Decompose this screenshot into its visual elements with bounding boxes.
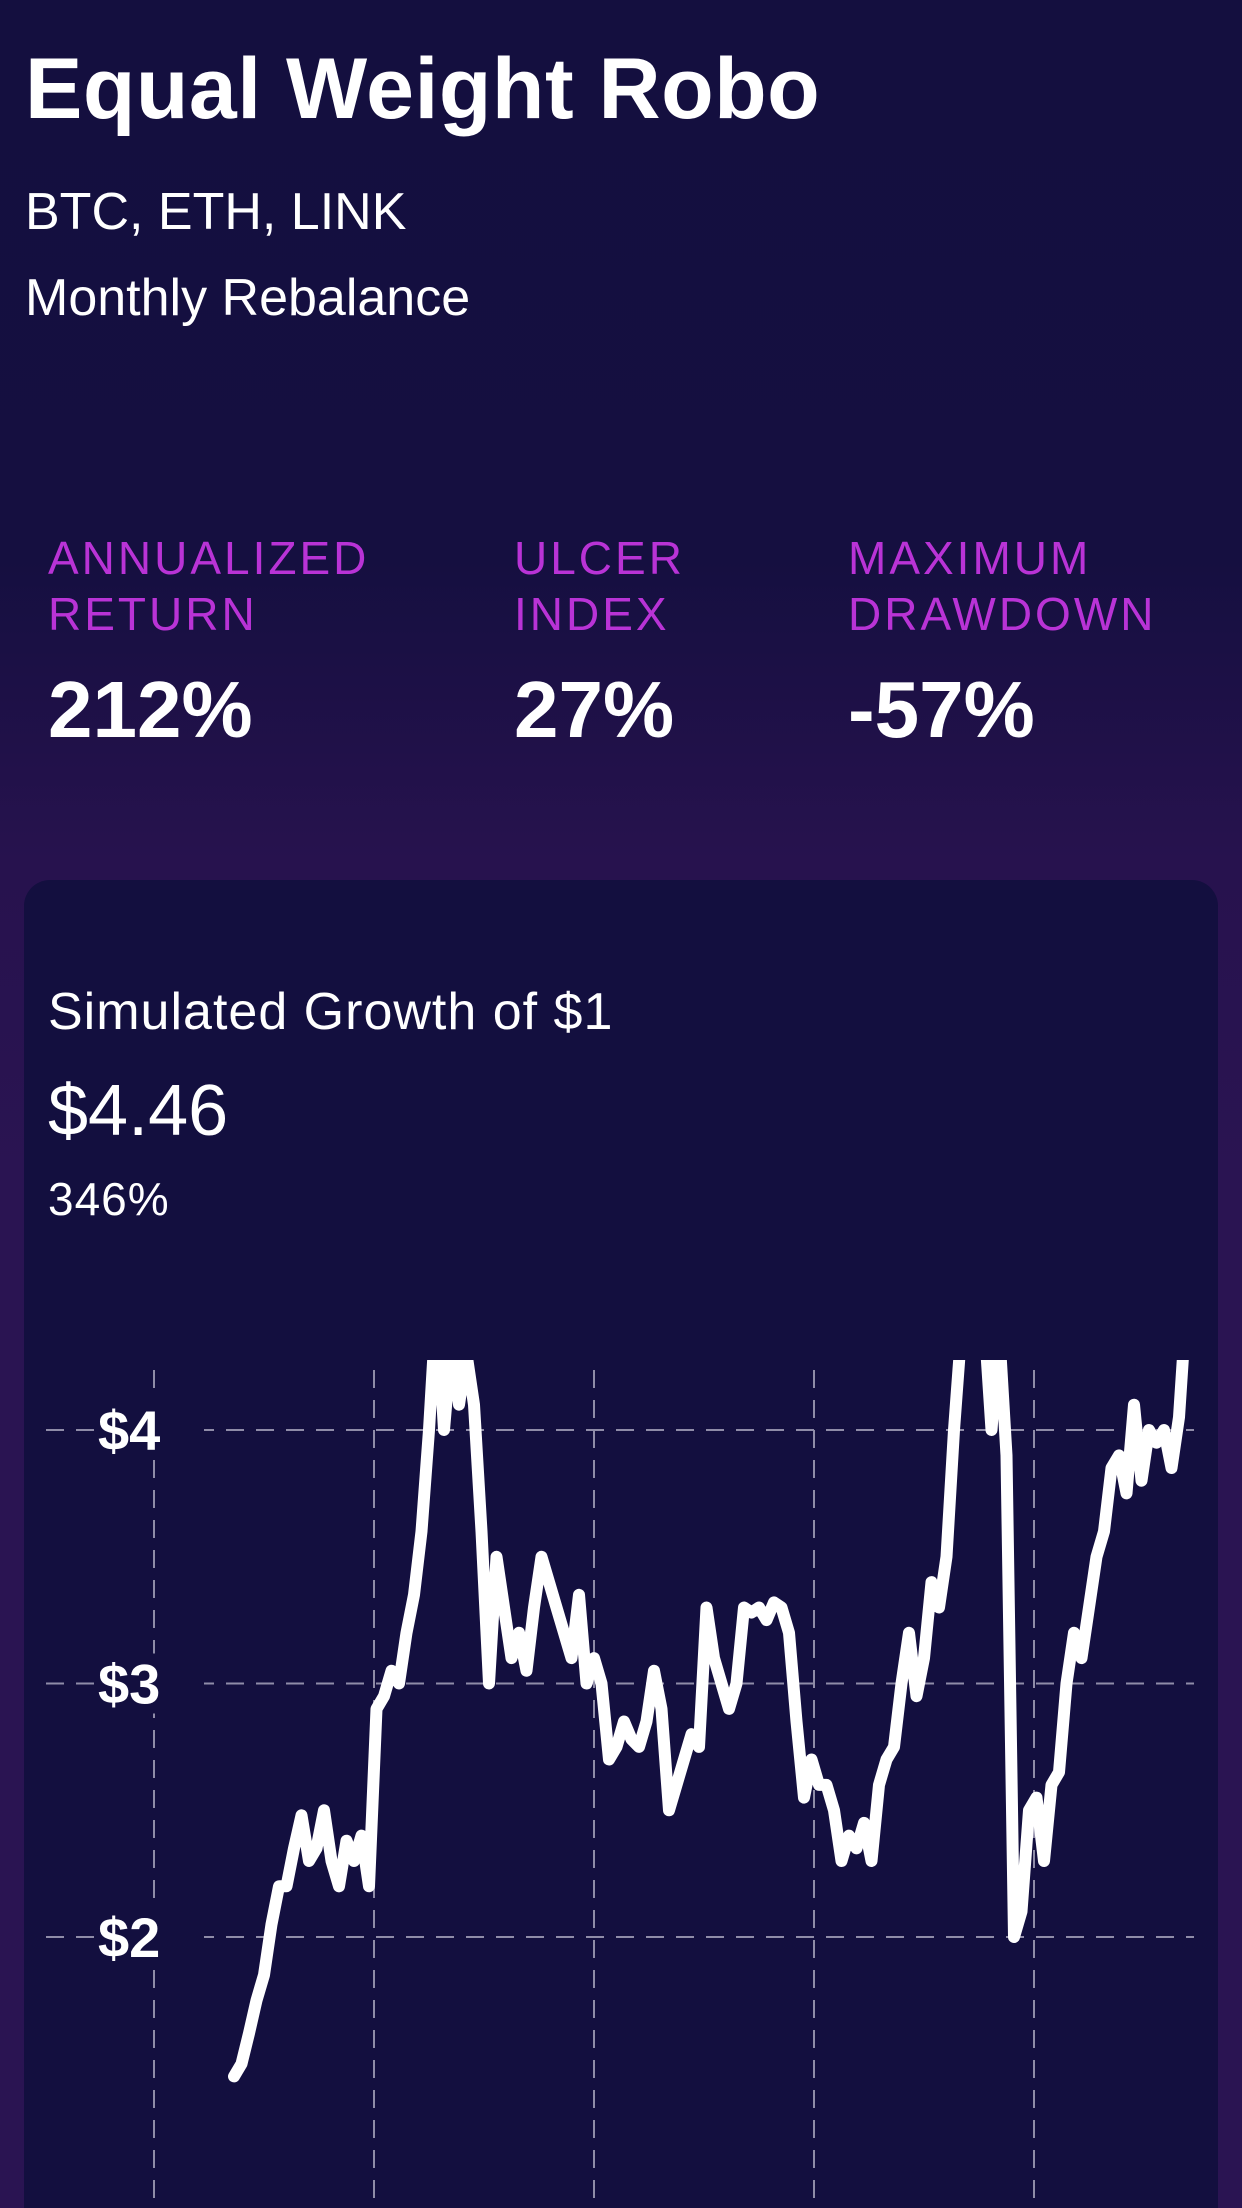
metric-label-line: RETURN [48, 588, 258, 640]
metric-label: ULCER INDEX [514, 530, 854, 642]
y-tick-background [94, 1907, 204, 1967]
strategy-title: Equal Weight Robo [25, 41, 821, 137]
chart-y-ticks: $2 $3 $4 [94, 1399, 204, 1969]
chart-vertical-grid [153, 1370, 1035, 2208]
metric-label: MAXIMUM DRAWDOWN [848, 530, 1188, 642]
metric-label-line: INDEX [514, 588, 670, 640]
strategy-rebalance: Monthly Rebalance [25, 269, 471, 327]
growth-card-title: Simulated Growth of $1 [48, 983, 614, 1041]
metric-maximum-drawdown: MAXIMUM DRAWDOWN -57% [848, 530, 1188, 756]
metric-label: ANNUALIZED RETURN [48, 530, 388, 642]
chart-horizontal-grid [46, 1429, 1194, 1938]
metric-value: 27% [514, 665, 675, 754]
y-tick-label: $3 [98, 1653, 160, 1716]
growth-card: Simulated Growth of $1 $4.46 346% $2 $3 $4 [24, 880, 1218, 2208]
metric-value: 212% [48, 665, 253, 754]
metric-label-line: ULCER [514, 532, 685, 584]
y-tick-background [94, 1400, 204, 1460]
metric-label-line: ANNUALIZED [48, 532, 370, 584]
metric-ulcer-index: ULCER INDEX 27% [514, 530, 854, 756]
y-tick-label: $4 [98, 1399, 160, 1462]
growth-chart-svg: $2 $3 $4 [46, 1360, 1194, 2208]
y-tick-background [94, 1653, 204, 1714]
growth-chart[interactable]: $2 $3 $4 [24, 1360, 1218, 2208]
growth-amount: $4.46 [48, 1071, 229, 1151]
y-tick-label: $2 [98, 1906, 160, 1969]
strategy-assets: BTC, ETH, LINK [25, 183, 407, 241]
chart-series-line [228, 1360, 1189, 2083]
metric-label-line: MAXIMUM [848, 532, 1092, 584]
growth-percent: 346% [48, 1173, 170, 1225]
metric-annualized-return: ANNUALIZED RETURN 212% [48, 530, 388, 756]
metric-label-line: DRAWDOWN [848, 588, 1157, 640]
metric-value: -57% [848, 665, 1035, 754]
